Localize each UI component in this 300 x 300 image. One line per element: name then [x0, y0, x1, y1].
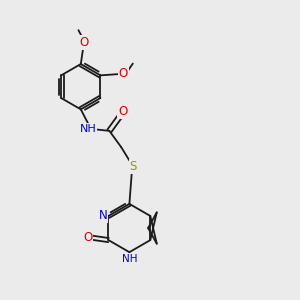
Text: O: O	[118, 105, 127, 118]
Text: N: N	[99, 209, 108, 222]
Text: NH: NH	[80, 124, 97, 134]
Text: S: S	[130, 160, 137, 173]
Text: O: O	[79, 36, 88, 49]
Text: NH: NH	[122, 254, 138, 264]
Text: O: O	[118, 68, 128, 80]
Text: O: O	[83, 231, 92, 244]
